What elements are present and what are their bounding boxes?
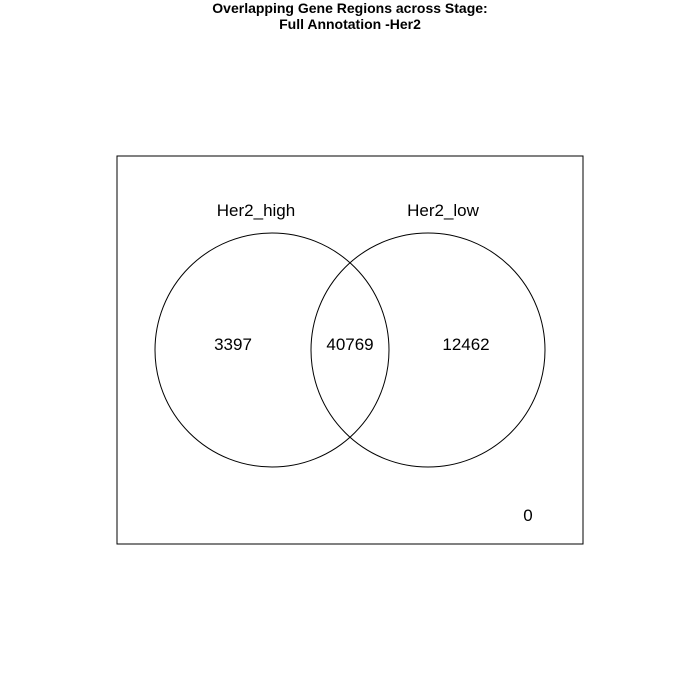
region-count-her2-low-only: 12462 bbox=[442, 335, 489, 354]
set-label-her2-high: Her2_high bbox=[217, 201, 295, 220]
region-count-her2-high-only: 3397 bbox=[214, 335, 252, 354]
chart-title-line-1: Overlapping Gene Regions across Stage: bbox=[212, 0, 488, 16]
universe-box bbox=[116, 155, 584, 545]
region-count-intersection: 40769 bbox=[326, 335, 373, 354]
set-label-her2-low: Her2_low bbox=[407, 201, 480, 220]
set-circle-her2-low bbox=[310, 232, 546, 468]
chart-title-line-2: Full Annotation -Her2 bbox=[279, 16, 421, 32]
set-circle-her2-high bbox=[154, 232, 390, 468]
region-count-outside: 0 bbox=[523, 506, 532, 525]
